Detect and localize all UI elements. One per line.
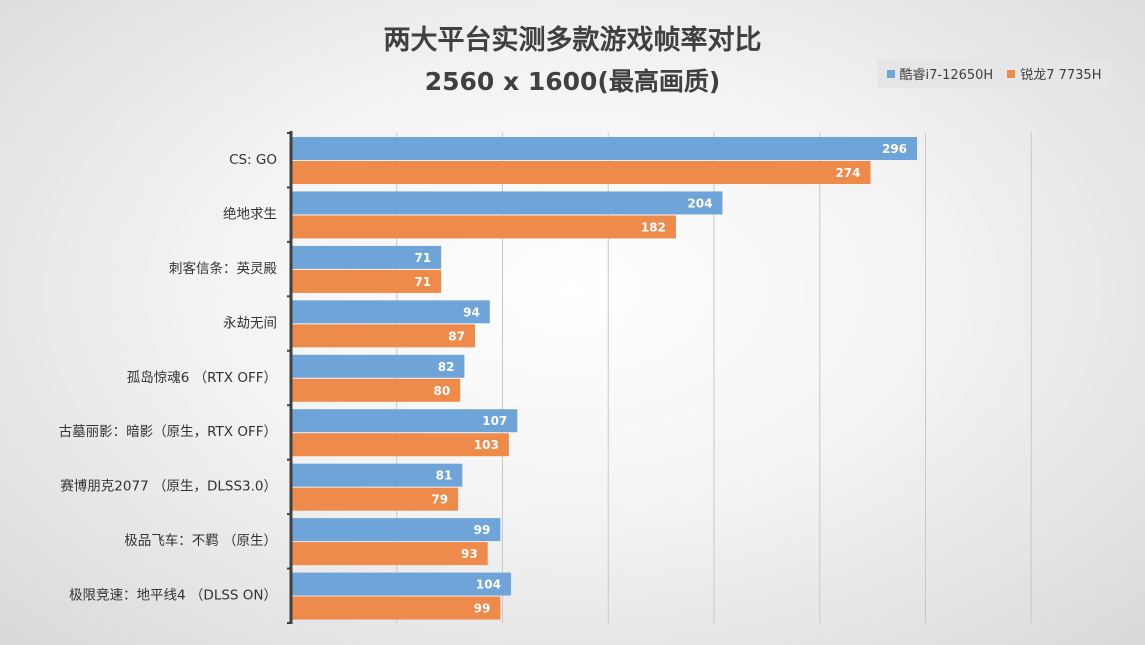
data-label-series-2: 274 — [835, 166, 860, 180]
data-label-series-2: 182 — [641, 220, 666, 234]
bar-series-1 — [291, 137, 917, 160]
data-label-series-1: 104 — [476, 578, 501, 592]
category-label: 古墓丽影：暗影（原生，RTX OFF） — [59, 424, 277, 440]
data-label-series-1: 296 — [882, 142, 907, 156]
category-label: 刺客信条：英灵殿 — [169, 260, 277, 277]
bar-series-1 — [291, 518, 500, 541]
data-label-series-2: 99 — [474, 602, 491, 616]
data-label-series-1: 82 — [438, 360, 455, 374]
bar-series-2 — [291, 161, 871, 184]
data-label-series-1: 107 — [482, 414, 507, 428]
category-label: 绝地求生 — [223, 206, 277, 222]
bar-series-1 — [291, 191, 722, 214]
data-label-series-2: 93 — [461, 547, 478, 561]
data-label-series-1: 94 — [463, 305, 480, 319]
category-label: 赛博朋克2077 （原生，DLSS3.0） — [60, 478, 277, 495]
category-label: CS: GO — [229, 152, 277, 168]
data-label-series-1: 99 — [474, 523, 491, 537]
data-label-series-1: 81 — [436, 469, 453, 483]
category-label: 永劫无间 — [223, 315, 277, 331]
category-label: 极品飞车：不羁 （原生） — [124, 532, 277, 549]
category-label: 孤岛惊魂6 （RTX OFF） — [127, 370, 277, 386]
bar-series-2 — [291, 542, 488, 565]
bar-series-1 — [291, 300, 490, 323]
category-label: 极限竞速：地平线4 （DLSS ON） — [69, 587, 277, 604]
data-label-series-2: 80 — [433, 384, 450, 398]
bar-series-2 — [291, 215, 676, 238]
data-label-series-2: 79 — [431, 493, 448, 507]
bar-series-2 — [291, 597, 500, 620]
data-label-series-1: 204 — [687, 196, 712, 210]
data-label-series-2: 87 — [448, 329, 465, 343]
data-label-series-2: 71 — [414, 275, 431, 289]
data-label-series-1: 71 — [414, 251, 431, 265]
data-label-series-2: 103 — [474, 438, 499, 452]
